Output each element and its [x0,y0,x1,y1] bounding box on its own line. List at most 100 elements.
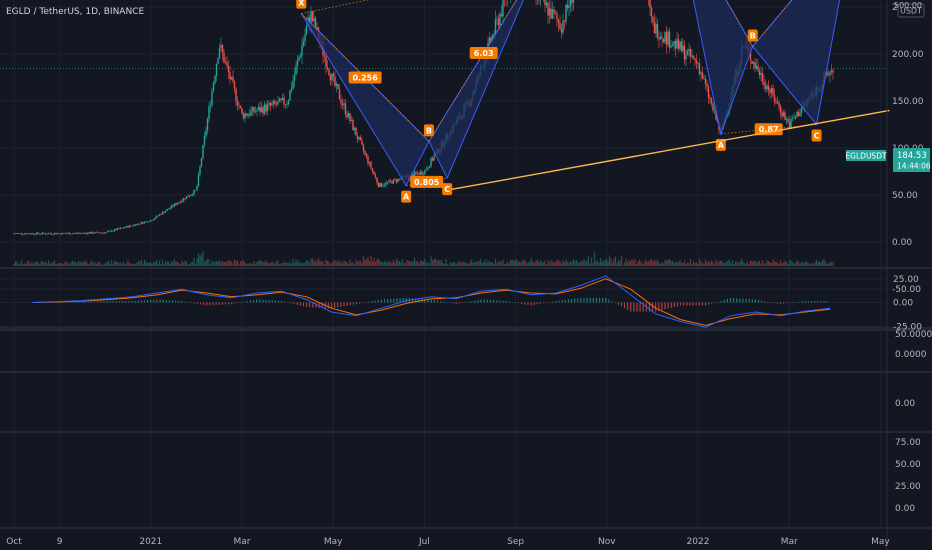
volume-bar [596,260,599,266]
volume-bar [238,264,240,266]
candle-body [68,232,71,235]
symbol-title[interactable]: EGLD / TetherUS, 1D, BINANCE [6,7,144,17]
volume-bar [172,261,174,266]
candle-body [148,221,150,223]
macd-histogram-bar [708,302,710,305]
volume-bar [482,261,485,266]
macd-histogram-bar [455,302,457,305]
point-label: A [718,141,725,150]
volume-bar [37,262,39,266]
candle-body [127,226,129,228]
price-tick-label: 50.00 [892,191,918,201]
candle-body [370,162,372,169]
macd-histogram-bar [695,302,697,306]
volume-bar [355,260,357,266]
volume-bar [493,263,495,266]
macd-histogram-bar [240,302,242,303]
candle-body [64,233,66,234]
candle-body [94,232,96,234]
candle-body [16,233,18,234]
volume-bar [749,260,752,266]
volume-bar [70,262,72,266]
candle-body [766,85,768,89]
candle-body [128,225,131,228]
time-tick-label: Oct [6,537,22,547]
candle-body [665,32,668,45]
candle-body [343,103,345,105]
candle-body [556,13,558,20]
macd-histogram-bar [726,298,728,303]
volume-bar [133,263,135,266]
volume-bar [421,260,423,266]
macd-histogram-bar [439,301,442,303]
candle-body [239,106,242,109]
volume-bar [566,261,569,266]
volume-bar [497,261,500,266]
candle-body [559,22,561,29]
volume-bar [265,260,267,266]
point-label: B [750,31,756,40]
volume-bar [356,261,359,266]
macd-histogram-bar [670,302,672,308]
candle-body [250,110,252,116]
macd-histogram-bar [128,300,130,303]
volume-bar [659,263,662,266]
volume-bar [509,260,512,266]
volume-bar [458,261,461,266]
volume-bar [382,262,384,266]
volume-bar [713,264,716,266]
candle-body [110,230,113,232]
volume-bar [814,261,816,266]
macd-histogram-bar [461,302,464,303]
macd-histogram-bar [390,298,392,303]
volume-bar [487,260,489,266]
volume-bar [629,260,632,266]
candle-body [175,203,177,205]
macd-histogram-bar [209,302,211,306]
volume-bar [323,264,326,266]
volume-bar [53,260,56,266]
candle-body [286,103,288,105]
volume-bar [800,261,803,266]
macd-histogram-bar [256,299,258,303]
macd-histogram-bar [284,301,286,303]
volume-bar [578,261,581,266]
candle-body [557,19,560,23]
currency-badge[interactable]: USDT [897,3,925,18]
candle-body [697,63,699,64]
candle-body [415,172,417,174]
volume-bar [568,262,570,266]
candle-body [412,173,414,178]
candle-body [374,174,377,178]
volume-bar [272,262,275,266]
volume-bar [169,263,171,266]
volume-bar [227,260,230,266]
volume-bar [751,261,753,266]
macd-histogram-bar [733,298,735,303]
macd-histogram-bar [468,301,470,303]
candle-body [293,74,296,81]
volume-bar [718,261,720,266]
volume-bar [551,261,554,266]
candle-body [166,209,168,211]
macd-histogram-bar [499,300,501,303]
candle-body [157,215,159,217]
ratio-label: 0.805 [414,178,440,187]
candle-body [754,62,756,69]
volume-bar [67,263,69,266]
macd-histogram-bar [237,302,239,303]
macd-histogram-bar [131,300,133,303]
macd-histogram-bar [78,301,80,303]
macd-histogram-bar [365,302,367,303]
macd-histogram-bar [745,298,747,303]
macd-histogram-bar [262,299,264,303]
candle-body [422,174,425,175]
volume-bar [325,259,327,266]
volume-bar [280,263,282,266]
volume-bar [182,262,185,266]
candle-body [658,38,660,40]
candle-body [197,174,200,187]
volume-bar [109,263,111,266]
candle-body [782,112,785,117]
